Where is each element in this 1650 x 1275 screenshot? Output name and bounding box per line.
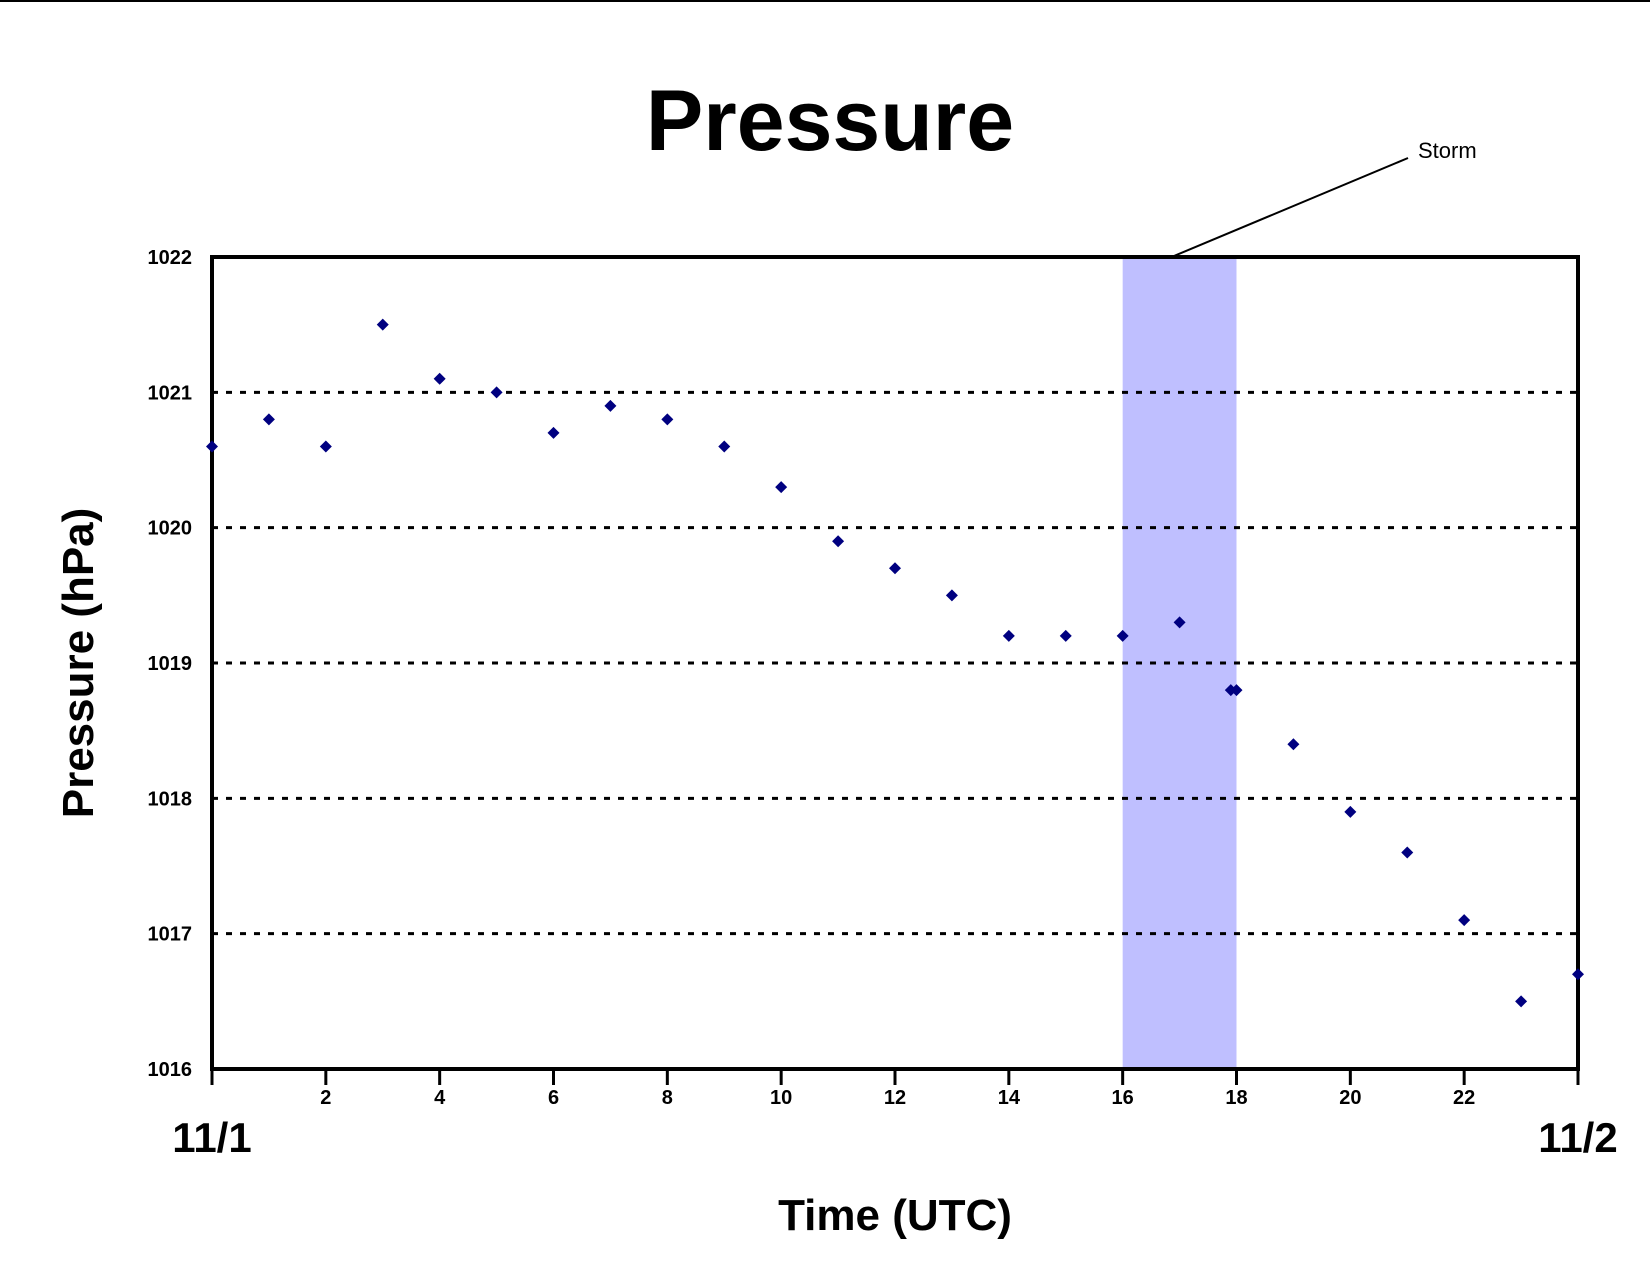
- data-point: [1230, 684, 1243, 697]
- x-tick-label: 10: [770, 1087, 792, 1109]
- data-point: [945, 589, 958, 602]
- y-axis-title: Pressure (hPa): [54, 508, 103, 819]
- data-points: [206, 318, 1584, 1008]
- start-date-label: 11/1: [172, 1114, 251, 1161]
- data-point: [319, 440, 332, 453]
- data-point: [1002, 629, 1015, 642]
- grid-layer: [212, 390, 1578, 936]
- x-tick-label: 18: [1225, 1087, 1247, 1109]
- data-point: [376, 318, 389, 331]
- data-point: [1116, 629, 1129, 642]
- plot-area-frame: [210, 255, 1580, 1071]
- data-point: [547, 426, 560, 439]
- y-tick-label: 1017: [148, 924, 193, 946]
- data-point: [490, 386, 503, 399]
- data-point: [1515, 995, 1528, 1008]
- x-axis-ticks: 2 4 6 8 10 12 14 16 18 20 22: [210, 1069, 1580, 1109]
- data-point: [206, 440, 218, 453]
- data-point: [1344, 805, 1357, 818]
- x-axis-title: Time (UTC): [778, 1191, 1012, 1240]
- x-tick-label: 2: [320, 1087, 331, 1109]
- x-tick-label: 14: [998, 1087, 1021, 1109]
- data-point: [889, 562, 901, 575]
- x-tick-label: 20: [1339, 1087, 1361, 1109]
- data-point: [1458, 914, 1471, 927]
- x-tick-label: 12: [884, 1087, 906, 1109]
- data-point: [1287, 738, 1300, 751]
- x-tick-label: 6: [548, 1087, 559, 1109]
- y-tick-label: 1019: [148, 653, 193, 675]
- data-point: [1572, 968, 1584, 981]
- storm-leader-line: [1171, 157, 1409, 258]
- storm-annotation: Storm: [1171, 138, 1477, 258]
- data-point: [832, 535, 845, 548]
- end-date-label: 11/2: [1538, 1114, 1617, 1161]
- x-tick-label: 22: [1453, 1087, 1475, 1109]
- data-point: [604, 399, 617, 412]
- data-point: [718, 440, 731, 453]
- y-tick-label: 1018: [148, 788, 193, 810]
- data-point: [1401, 846, 1414, 859]
- data-point: [661, 413, 674, 426]
- x-tick-label: 4: [434, 1087, 446, 1109]
- data-point: [433, 372, 446, 385]
- y-tick-label: 1020: [148, 518, 193, 540]
- data-point: [262, 413, 275, 426]
- data-point: [1059, 629, 1072, 642]
- y-tick-label: 1022: [148, 247, 193, 269]
- storm-label: Storm: [1418, 138, 1477, 163]
- data-point: [775, 481, 788, 494]
- y-tick-label: 1021: [148, 382, 193, 404]
- x-tick-label: 8: [662, 1087, 673, 1109]
- data-point: [1173, 616, 1186, 629]
- chart-title: Pressure: [646, 73, 1014, 169]
- y-axis-ticks: 1016 1017 1018 1019 1020 1021 1022: [148, 247, 193, 1081]
- x-tick-label: 16: [1112, 1087, 1134, 1109]
- y-tick-label: 1016: [148, 1059, 193, 1081]
